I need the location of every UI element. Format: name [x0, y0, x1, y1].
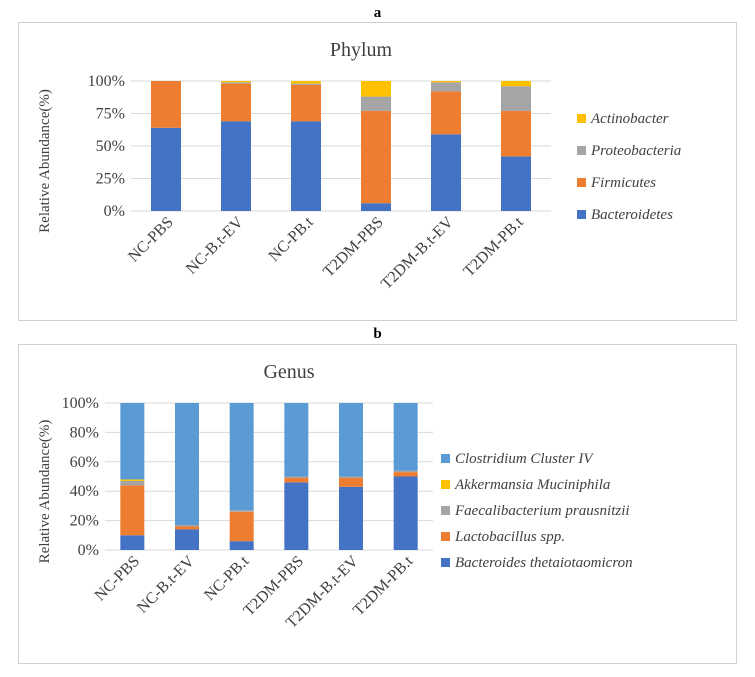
x-tick-label: T2DM-PB.t: [460, 213, 527, 280]
y-tick-label: 60%: [70, 454, 99, 471]
chart-title: Phylum: [330, 39, 393, 61]
legend-label-akkermansia-muciniphila: Akkermansia Muciniphila: [454, 477, 610, 493]
legend-swatch-faecalibacterium-prausnitzii: [441, 506, 450, 515]
legend-swatch-lactobacillus-spp: [441, 532, 450, 541]
chart-title: Genus: [263, 361, 314, 383]
legend-label-faecalibacterium-prausnitzii: Faecalibacterium prausnitzii: [454, 503, 630, 519]
bar-clostridium-cluster-iv-nc-pbs: [120, 403, 145, 480]
bar-actinobacter-nc-pb-t: [291, 81, 321, 84]
bar-firmicutes-nc-pb-t: [291, 84, 321, 122]
y-tick-label: 80%: [70, 424, 99, 441]
bar-proteobacteria-t2dm-pb-t: [501, 86, 531, 111]
bar-akkermansia-muciniphila-nc-pbs: [120, 479, 145, 481]
legend-swatch-bacteroides-thetaiotaomicron: [441, 558, 450, 567]
legend-swatch-firmicutes: [577, 178, 586, 187]
legend-swatch-akkermansia-muciniphila: [441, 480, 450, 489]
y-tick-label: 100%: [88, 73, 125, 90]
bar-lactobacillus-spp-nc-pbs: [120, 485, 145, 536]
bar-faecalibacterium-prausnitzii-t2dm-pb-t: [393, 470, 418, 473]
bar-bacteroidetes-nc-pbs: [151, 127, 181, 211]
x-tick-label: NC-B.t-EV: [134, 552, 198, 616]
bar-lactobacillus-spp-nc-b-t-ev: [175, 526, 199, 530]
bar-lactobacillus-spp-t2dm-pb-t: [393, 472, 418, 477]
x-tick-label: NC-PB.t: [201, 552, 253, 604]
y-tick-label: 0%: [78, 542, 99, 559]
bar-firmicutes-nc-b-t-ev: [221, 83, 251, 122]
bar-lactobacillus-spp-t2dm-b-t-ev: [339, 477, 363, 487]
bar-proteobacteria-t2dm-b-t-ev: [431, 82, 461, 92]
bar-bacteroidetes-t2dm-pb-t: [501, 156, 531, 211]
legend-label-firmicutes: Firmicutes: [590, 175, 656, 191]
bar-faecalibacterium-prausnitzii-t2dm-pbs: [284, 476, 309, 478]
bar-firmicutes-t2dm-pb-t: [501, 110, 531, 157]
genus-chart-frame: Genus 0% 20% 40% 60% 80% 100% Relative Abundanc…: [18, 344, 737, 664]
legend-label-bacteroides-thetaiotaomicron: Bacteroides thetaiotaomicron: [455, 555, 633, 571]
panel-label-a: a: [373, 5, 382, 21]
bar-proteobacteria-nc-pb-t: [291, 83, 321, 85]
bar-lactobacillus-spp-nc-pb-t: [229, 511, 254, 542]
bar-clostridium-cluster-iv-t2dm-b-t-ev: [339, 403, 363, 477]
x-tick-label: T2DM-B.t-EV: [378, 213, 457, 292]
y-tick-label: 25%: [96, 171, 125, 188]
legend-swatch-actinobacter: [577, 114, 586, 123]
legend-label-bacteroidetes: Bacteroidetes: [591, 207, 673, 223]
bar-bacteroides-thetaiotaomicron-nc-pb-t: [229, 541, 254, 550]
bar-faecalibacterium-prausnitzii-nc-b-t-ev: [175, 525, 199, 527]
legend-label-clostridium-cluster-iv: Clostridium Cluster IV: [455, 451, 594, 467]
legend-swatch-proteobacteria: [577, 146, 586, 155]
bar-firmicutes-nc-pbs: [151, 81, 181, 128]
y-tick-label: 75%: [96, 106, 125, 123]
bar-bacteroidetes-t2dm-pbs: [361, 203, 391, 211]
bar-lactobacillus-spp-t2dm-pbs: [284, 477, 309, 483]
bar-bacteroidetes-nc-pb-t: [291, 121, 321, 211]
bar-clostridium-cluster-iv-t2dm-pbs: [284, 403, 309, 477]
y-tick-label: 0%: [104, 203, 125, 220]
y-tick-label: 20%: [70, 513, 99, 530]
bar-actinobacter-nc-b-t-ev: [221, 81, 251, 83]
x-tick-label: T2DM-PBS: [320, 214, 387, 281]
legend-swatch-bacteroidetes: [577, 210, 586, 219]
y-axis-label: Relative Abundance(%): [37, 420, 53, 564]
legend-label-actinobacter: Actinobacter: [590, 111, 669, 127]
bar-firmicutes-t2dm-pbs: [361, 110, 391, 204]
legend-swatch-clostridium-cluster-iv: [441, 454, 450, 463]
bar-proteobacteria-t2dm-pbs: [361, 96, 391, 111]
bar-clostridium-cluster-iv-t2dm-pb-t: [393, 403, 418, 471]
bar-actinobacter-t2dm-b-t-ev: [431, 81, 461, 83]
bar-faecalibacterium-prausnitzii-nc-pb-t: [229, 510, 254, 512]
y-tick-label: 100%: [62, 395, 99, 412]
phylum-chart: Phylum 0% 25% 50% 75% 100% Relative Abundance(…: [37, 39, 681, 293]
bar-bacteroides-thetaiotaomicron-t2dm-pb-t: [393, 476, 418, 550]
bar-faecalibacterium-prausnitzii-nc-pbs: [120, 480, 145, 486]
y-tick-label: 40%: [70, 483, 99, 500]
phylum-chart-frame: Phylum 0% 25% 50% 75% 100% Relative Abundance(…: [18, 22, 737, 321]
x-tick-label: NC-PBS: [125, 214, 177, 266]
y-tick-label: 50%: [96, 138, 125, 155]
bar-bacteroidetes-nc-b-t-ev: [221, 121, 251, 211]
x-tick-label: T2DM-PB.t: [350, 552, 417, 619]
genus-chart: Genus 0% 20% 40% 60% 80% 100% Relative Abundanc…: [37, 361, 633, 632]
bar-bacteroidetes-t2dm-b-t-ev: [431, 134, 461, 211]
x-tick-label: NC-PB.t: [266, 213, 318, 265]
panel-label-b: b: [373, 326, 382, 342]
bar-firmicutes-t2dm-b-t-ev: [431, 91, 461, 135]
y-axis-label: Relative Abundance(%): [37, 89, 53, 233]
bar-clostridium-cluster-iv-nc-b-t-ev: [175, 403, 199, 526]
bar-bacteroides-thetaiotaomicron-t2dm-pbs: [284, 482, 309, 550]
bar-proteobacteria-nc-b-t-ev: [221, 82, 251, 84]
bar-bacteroides-thetaiotaomicron-t2dm-b-t-ev: [339, 486, 363, 550]
x-tick-label: NC-B.t-EV: [183, 213, 247, 277]
legend-label-proteobacteria: Proteobacteria: [590, 143, 681, 159]
bar-bacteroides-thetaiotaomicron-nc-pbs: [120, 535, 145, 550]
x-tick-label: NC-PBS: [92, 553, 144, 605]
bar-actinobacter-t2dm-pb-t: [501, 81, 531, 87]
bar-faecalibacterium-prausnitzii-t2dm-b-t-ev: [339, 476, 363, 478]
bar-bacteroides-thetaiotaomicron-nc-b-t-ev: [175, 529, 199, 550]
legend-label-lactobacillus-spp: Lactobacillus spp.: [454, 529, 565, 545]
bar-clostridium-cluster-iv-nc-pb-t: [229, 403, 254, 511]
bar-actinobacter-t2dm-pbs: [361, 81, 391, 97]
